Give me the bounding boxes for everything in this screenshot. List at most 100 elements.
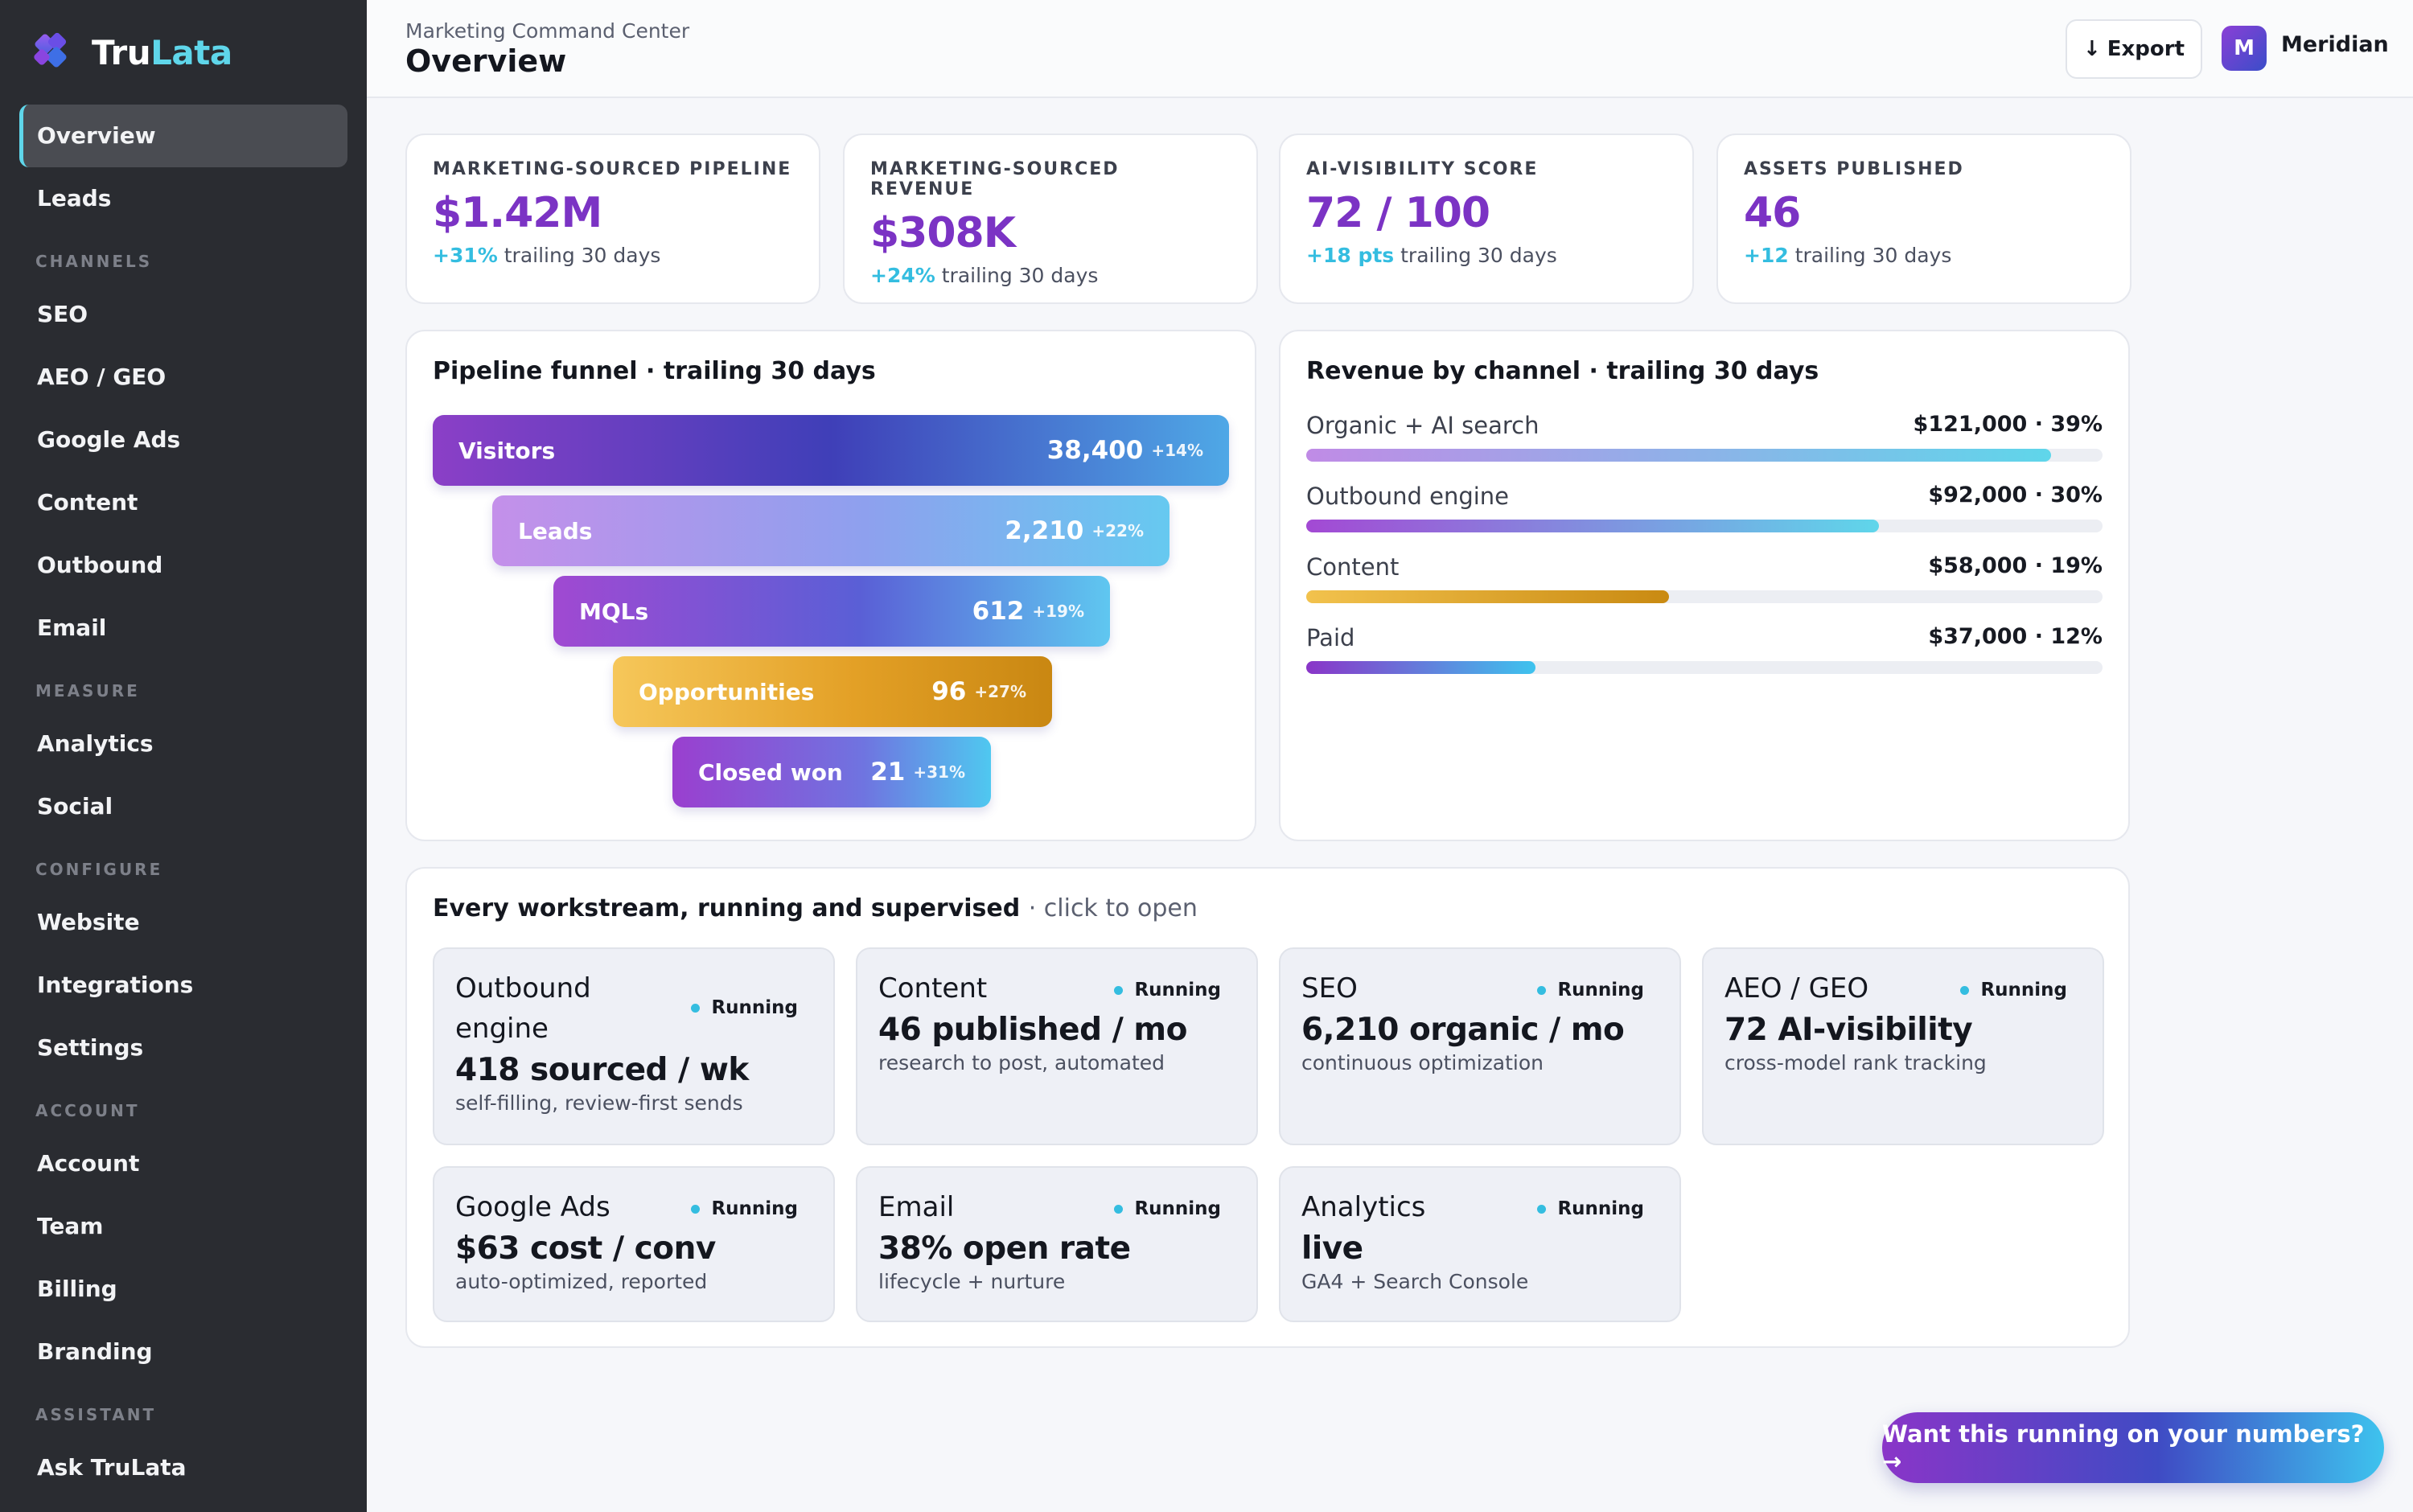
workstream-description: research to post, automated (878, 1051, 1165, 1074)
kpi-card-ai-visibility[interactable]: AI-VISIBILITY SCORE 72 / 100 +18 pts tra… (1279, 134, 1694, 304)
brand-name: TruLata (92, 32, 232, 72)
sidebar-item-overview[interactable]: Overview (19, 105, 347, 167)
revenue-channel-name: Content (1306, 553, 1400, 581)
revenue-channel-amount: $121,000 · 39% (1913, 412, 2103, 437)
workstream-metric: 46 published / mo (878, 1012, 1187, 1048)
status-badge: Running (1537, 980, 1644, 1000)
funnel-stage-visitors[interactable]: Visitors 38,400 +14% (433, 415, 1229, 486)
revenue-bar-track (1306, 520, 2103, 532)
sidebar-item-account[interactable]: Account (37, 1150, 140, 1177)
revenue-row[interactable]: Paid $37,000 · 12% (1306, 624, 2103, 692)
kpi-card-assets[interactable]: ASSETS PUBLISHED 46 +12 trailing 30 days (1716, 134, 2131, 304)
sidebar-item-content[interactable]: Content (37, 489, 138, 516)
nav-section-heading: CHANNELS (35, 252, 153, 271)
workstream-metric: 6,210 organic / mo (1301, 1012, 1625, 1048)
workstream-tile-analytics[interactable]: Analytics Running live GA4 + Search Cons… (1279, 1166, 1681, 1322)
funnel-stage-label: Visitors (458, 437, 556, 464)
sidebar-item-leads[interactable]: Leads (37, 185, 112, 212)
workstream-description: lifecycle + nurture (878, 1270, 1066, 1293)
kpi-label: MARKETING-SOURCED REVENUE (870, 159, 1120, 199)
sidebar-item-ask-trulata[interactable]: Ask TruLata (37, 1454, 187, 1481)
sidebar-item-analytics[interactable]: Analytics (37, 730, 154, 757)
workstream-tile-content[interactable]: Content Running 46 published / mo resear… (856, 947, 1258, 1145)
funnel-stage-delta: +27% (974, 682, 1026, 701)
brand[interactable]: TruLata (19, 0, 347, 105)
revenue-bar-track (1306, 449, 2103, 462)
workstream-description: self-filling, review-first sends (455, 1091, 743, 1115)
kpi-label: ASSETS PUBLISHED (1744, 159, 1964, 179)
funnel-stage-delta: +22% (1091, 521, 1144, 540)
workstream-tile-outbound[interactable]: Outbound engine Running 418 sourced / wk… (433, 947, 835, 1145)
workstream-name: Analytics (1301, 1191, 1426, 1223)
revenue-bar-fill (1306, 661, 1536, 674)
revenue-channel-name: Outbound engine (1306, 483, 1510, 510)
workstream-metric: live (1301, 1231, 1363, 1267)
workstream-tile-seo[interactable]: SEO Running 6,210 organic / mo continuou… (1279, 947, 1681, 1145)
sidebar-item-integrations[interactable]: Integrations (37, 972, 194, 998)
sidebar-item-google-ads[interactable]: Google Ads (37, 426, 181, 453)
funnel-stage-closed-won[interactable]: Closed won 21 +31% (672, 737, 991, 807)
sidebar-item-settings[interactable]: Settings (37, 1034, 144, 1061)
sidebar-item-outbound[interactable]: Outbound (37, 552, 163, 578)
revenue-bar-fill (1306, 449, 2051, 462)
sidebar-item-aeo-geo[interactable]: AEO / GEO (37, 364, 166, 390)
status-badge: Running (1114, 1198, 1221, 1219)
workstream-description: cross-model rank tracking (1724, 1051, 1987, 1074)
revenue-bar-track (1306, 661, 2103, 674)
status-badge: Running (691, 997, 798, 1018)
sidebar-item-email[interactable]: Email (37, 614, 107, 641)
funnel-stage-delta: +31% (913, 762, 965, 782)
kpi-card-revenue[interactable]: MARKETING-SOURCED REVENUE $308K +24% tra… (843, 134, 1258, 304)
workstream-tile-google-ads[interactable]: Google Ads Running $63 cost / conv auto-… (433, 1166, 835, 1322)
revenue-by-channel-card: Revenue by channel · trailing 30 days Or… (1279, 330, 2130, 841)
sidebar-nav: Overview Leads CHANNELS SEO AEO / GEO Google … (19, 105, 347, 1499)
funnel-stage-delta: +19% (1032, 602, 1084, 621)
workstream-name: Google Ads (455, 1191, 610, 1223)
revenue-row[interactable]: Organic + AI search $121,000 · 39% (1306, 412, 2103, 479)
funnel-stage-opportunities[interactable]: Opportunities 96 +27% (613, 656, 1052, 727)
account-name[interactable]: Meridian (2281, 32, 2389, 57)
funnel-stage-value: 2,210 (1005, 516, 1084, 545)
funnel-stage-value: 21 (870, 758, 906, 787)
sidebar: TruLata Overview Leads CHANNELS SEO AEO / GE… (0, 0, 367, 1512)
funnel-title: Pipeline funnel · trailing 30 days (433, 357, 876, 385)
funnel-stage-value: 38,400 (1046, 436, 1144, 465)
kpi-value: 72 / 100 (1306, 189, 1490, 237)
export-button[interactable]: ↓ Export (2066, 19, 2202, 79)
funnel-stage-label: MQLs (579, 598, 649, 625)
arrow-down-icon: ↓ (2082, 37, 2101, 61)
workstream-tile-email[interactable]: Email Running 38% open rate lifecycle + … (856, 1166, 1258, 1322)
sidebar-item-website[interactable]: Website (37, 909, 140, 935)
funnel-stage-mqls[interactable]: MQLs 612 +19% (553, 576, 1110, 647)
funnel-stage-value: 96 (931, 677, 967, 706)
workstream-metric: 72 AI-visibility (1724, 1012, 1973, 1048)
status-dot-icon (1960, 985, 1970, 995)
workstream-description: GA4 + Search Console (1301, 1270, 1529, 1293)
revenue-channel-amount: $58,000 · 19% (1928, 553, 2103, 578)
funnel-stage-label: Closed won (698, 758, 843, 786)
workstream-name: Email (878, 1191, 955, 1223)
cta-button[interactable]: Want this running on your numbers? → (1882, 1412, 2384, 1483)
page-title: Overview (405, 43, 567, 79)
status-badge: Running (1537, 1198, 1644, 1219)
sidebar-item-social[interactable]: Social (37, 793, 113, 820)
revenue-row[interactable]: Content $58,000 · 19% (1306, 553, 2103, 621)
sidebar-item-seo[interactable]: SEO (37, 301, 88, 327)
revenue-row[interactable]: Outbound engine $92,000 · 30% (1306, 483, 2103, 550)
status-dot-icon (1537, 1204, 1547, 1214)
funnel-stage-leads[interactable]: Leads 2,210 +22% (492, 495, 1170, 566)
workstreams-title: Every workstream, running and supervised… (433, 894, 1198, 922)
kpi-card-pipeline[interactable]: MARKETING-SOURCED PIPELINE $1.42M +31% t… (405, 134, 820, 304)
revenue-channel-name: Paid (1306, 624, 1355, 651)
funnel-stage-value: 612 (972, 597, 1025, 626)
avatar[interactable]: M (2222, 26, 2267, 71)
sidebar-item-team[interactable]: Team (37, 1213, 104, 1239)
sidebar-item-branding[interactable]: Branding (37, 1338, 153, 1365)
kpi-label: AI-VISIBILITY SCORE (1306, 159, 1539, 179)
revenue-channel-name: Organic + AI search (1306, 412, 1539, 439)
status-dot-icon (691, 1003, 701, 1013)
sidebar-item-billing[interactable]: Billing (37, 1276, 117, 1302)
revenue-bar-fill (1306, 520, 1879, 532)
status-dot-icon (1114, 985, 1124, 995)
workstream-tile-aeo-geo[interactable]: AEO / GEO Running 72 AI-visibility cross… (1702, 947, 2104, 1145)
